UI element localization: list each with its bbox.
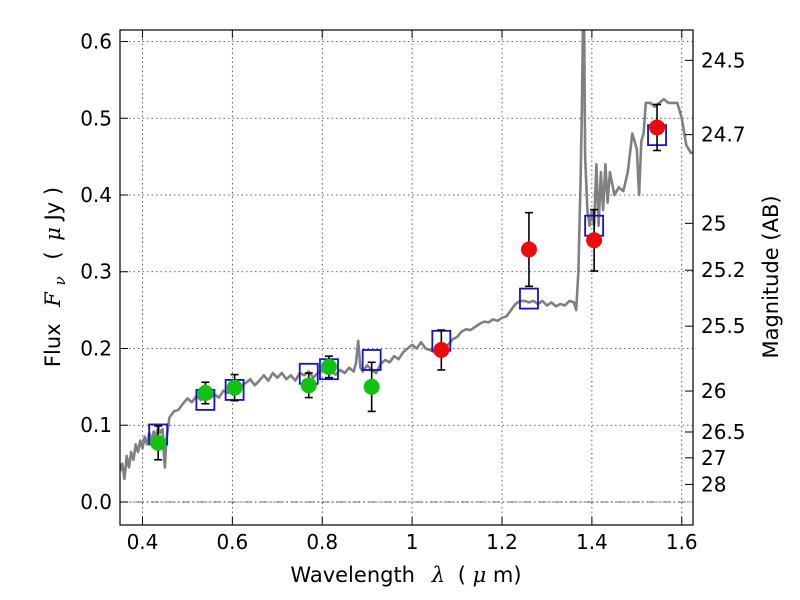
y-tick-label: 0.1 xyxy=(80,413,112,437)
red-detection-point xyxy=(649,119,666,136)
grid-layer xyxy=(120,30,693,525)
y-tick-label: 0.0 xyxy=(80,490,112,514)
x-axis-label-symbol: λ xyxy=(431,563,445,587)
red-detection-point xyxy=(433,342,450,359)
axes-layer: 0.4 0.6 0.8 1 1.2 1.4 1.6 0.0 0.1 0.2 0.3 0.4 0.5 0.6… xyxy=(80,29,746,554)
magnitude-tick-label: 25.2 xyxy=(701,258,746,282)
x-tick-label: 0.4 xyxy=(127,530,159,554)
green-detection-point xyxy=(320,358,337,375)
model-photometry-square xyxy=(519,287,539,310)
magnitude-tick-label: 24.7 xyxy=(701,123,746,147)
y-axis-label: Flux F ν ( μ Jy ) xyxy=(41,187,70,367)
green-detection-point xyxy=(300,377,317,394)
x-tick-label: 1.6 xyxy=(666,530,698,554)
x-axis-label-open: ( xyxy=(458,563,466,587)
red-detection-point xyxy=(586,232,603,249)
green-detection-point xyxy=(226,379,243,396)
x-tick-label: 1.4 xyxy=(576,530,608,554)
y-axis-label-symbol: F xyxy=(41,291,65,308)
magnitude-tick-label: 27 xyxy=(701,446,726,470)
model-spectrum-line xyxy=(120,30,693,481)
green-detection-point xyxy=(197,385,214,401)
green-detection-point xyxy=(150,434,167,451)
magnitude-tick-label: 28 xyxy=(701,472,726,496)
y-tick-label: 0.3 xyxy=(80,260,112,284)
y-axis-label-open: ( xyxy=(41,251,65,259)
magnitude-tick-label: 26.5 xyxy=(701,420,746,444)
green-detection-point xyxy=(363,378,380,395)
x-axis-label: Wavelength λ ( μ m) xyxy=(290,563,521,587)
y-tick-label: 0.6 xyxy=(80,30,112,54)
magnitude-tick-label: 24.5 xyxy=(701,48,746,72)
magnitude-tick-label: 25 xyxy=(701,211,726,235)
y-axis-label-prefix: Flux xyxy=(41,323,65,367)
y-axis-label-sub: ν xyxy=(51,276,69,285)
plot-frame xyxy=(119,29,694,526)
y-tick-label: 0.2 xyxy=(80,336,112,360)
magnitude-tick-label: 25.5 xyxy=(701,314,746,338)
y-axis-label-mu: μ xyxy=(41,227,65,241)
magnitude-tick-label: 26 xyxy=(701,379,726,403)
y-tick-label: 0.5 xyxy=(80,106,112,130)
series-layer xyxy=(120,30,693,481)
y-axis-label-unit: Jy ) xyxy=(41,187,65,223)
x-tick-label: 0.6 xyxy=(216,530,248,554)
magnitude-axis-label: Magnitude (AB) xyxy=(759,195,783,358)
x-axis-label-unit: m) xyxy=(493,563,522,587)
x-axis-label-prefix: Wavelength xyxy=(290,563,415,587)
x-tick-label: 1.2 xyxy=(486,530,518,554)
x-tick-label: 0.8 xyxy=(306,530,338,554)
red-detection-point xyxy=(520,241,537,258)
x-axis-label-mu: μ xyxy=(473,563,487,587)
x-tick-label: 1 xyxy=(406,530,419,554)
y-tick-label: 0.4 xyxy=(80,183,112,207)
